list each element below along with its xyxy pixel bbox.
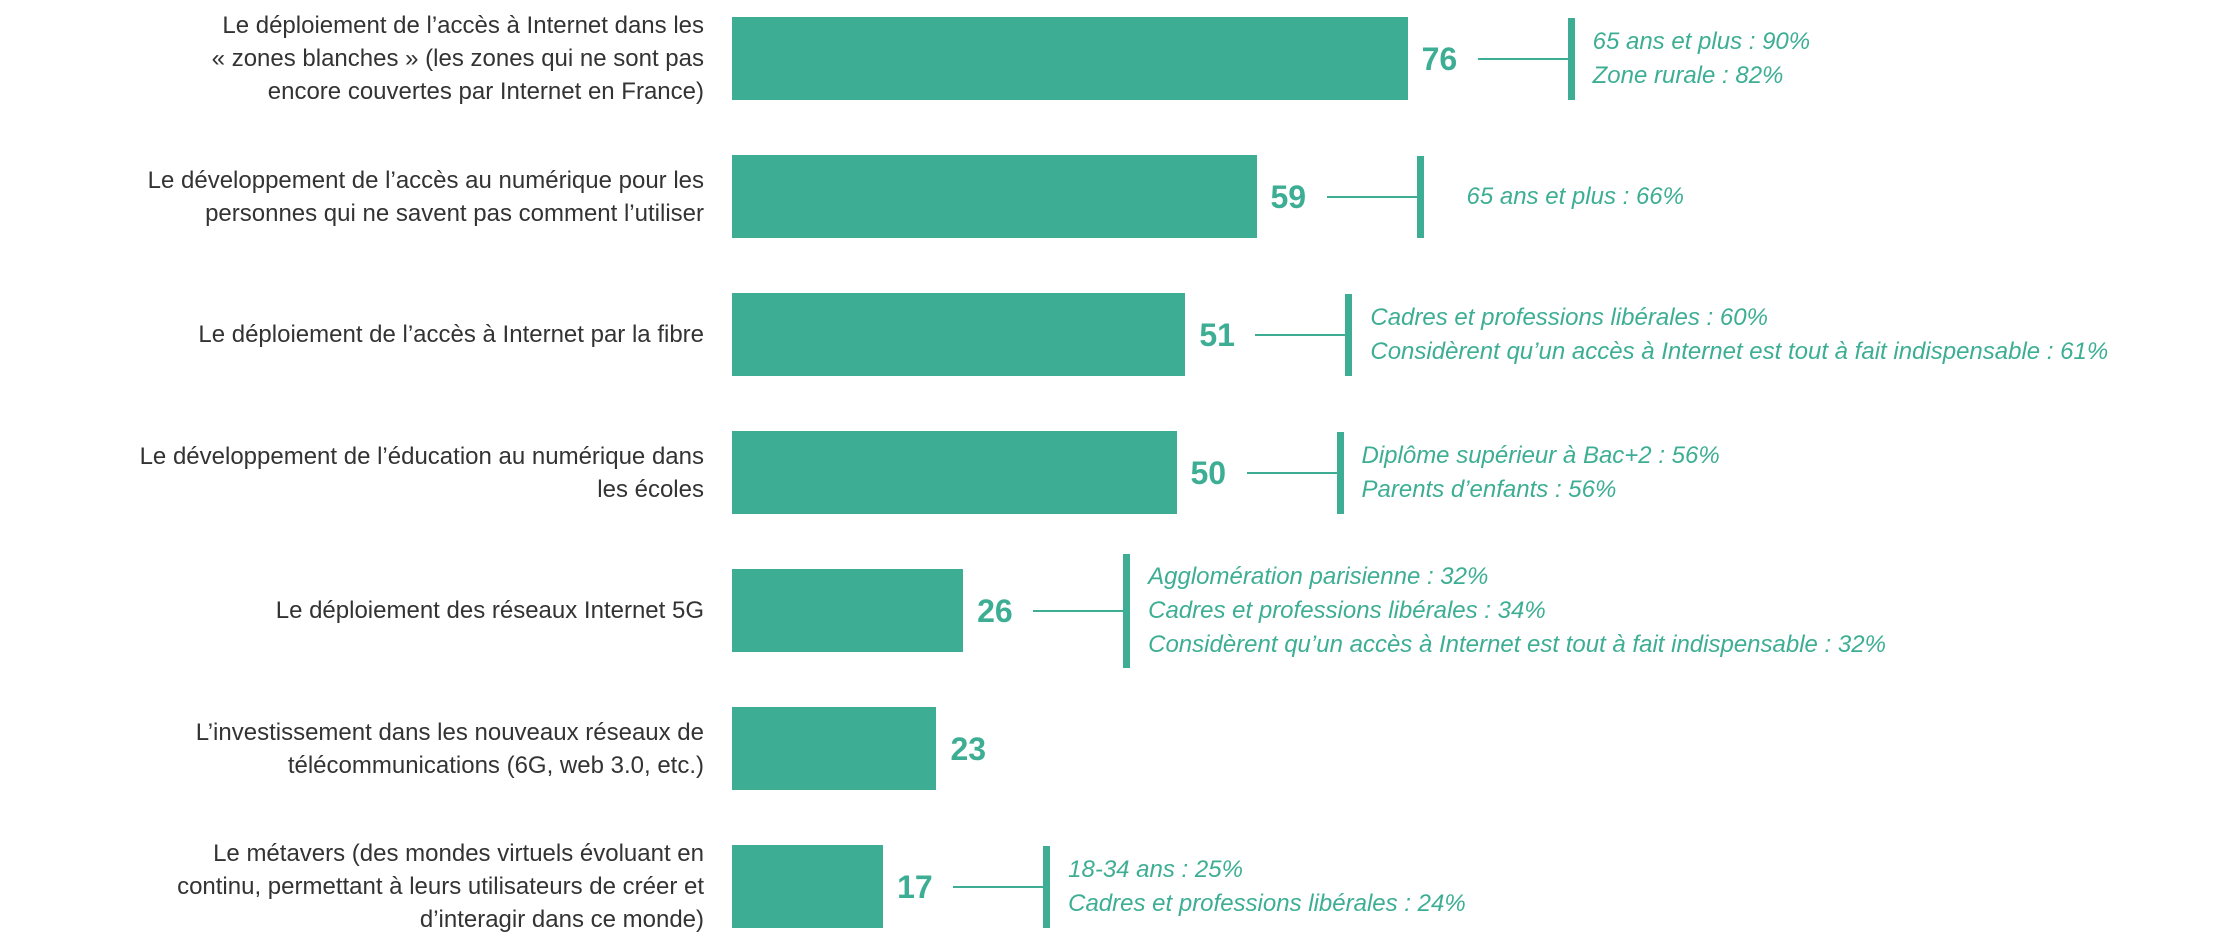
bracket-line xyxy=(1043,845,1051,928)
value-label: 26 xyxy=(977,592,1013,629)
value-label: 59 xyxy=(1270,178,1307,215)
annotation: Zone rurale : 82% xyxy=(1592,61,1784,89)
bar xyxy=(732,707,937,790)
annotation: Considèrent qu’un accès à Internet est t… xyxy=(1370,337,2109,365)
bracket-line xyxy=(1345,293,1353,376)
annotation: Cadres et professions libérales : 60% xyxy=(1370,303,1768,331)
category-label: Le développement de l’accès au numérique… xyxy=(147,166,704,227)
value-label: 17 xyxy=(897,868,933,905)
bar xyxy=(732,845,884,928)
bar xyxy=(732,155,1257,238)
bracket-line xyxy=(1416,155,1424,238)
category-label: L’investissement dans les nouveaux résea… xyxy=(195,718,704,779)
category-label: Le métavers (des mondes virtuels évoluan… xyxy=(177,840,704,933)
value-label: 23 xyxy=(950,730,987,767)
bracket-line xyxy=(1336,431,1344,514)
connector-line xyxy=(1246,471,1337,474)
annotation: Considèrent qu’un accès à Internet est t… xyxy=(1148,630,1886,658)
annotation: 65 ans et plus : 90% xyxy=(1592,27,1811,55)
annotation: Parents d’enfants : 56% xyxy=(1361,475,1617,503)
value-label: 76 xyxy=(1421,40,1458,77)
connector-line xyxy=(1477,57,1568,60)
category-label: Le développement de l’éducation au numér… xyxy=(139,442,704,503)
bracket-line xyxy=(1567,17,1575,100)
annotation: 18-34 ans : 25% xyxy=(1068,855,1243,883)
value-label: 51 xyxy=(1199,316,1235,353)
annotation: 65 ans et plus : 66% xyxy=(1466,182,1684,210)
connector-line xyxy=(1255,333,1346,336)
connector-line xyxy=(953,885,1044,888)
connector-line xyxy=(1326,195,1417,198)
bar xyxy=(732,431,1177,514)
category-label: Le déploiement des réseaux Internet 5G xyxy=(275,597,704,624)
bar xyxy=(732,17,1408,100)
annotation: Agglomération parisienne : 32% xyxy=(1148,562,1489,590)
bracket-line xyxy=(1123,553,1131,668)
value-label: 50 xyxy=(1190,454,1227,491)
annotation: Diplôme supérieur à Bac+2 : 56% xyxy=(1361,441,1720,469)
connector-line xyxy=(1033,609,1124,612)
bar xyxy=(732,293,1186,376)
bar xyxy=(732,569,964,652)
category-label: Le déploiement de l’accès à Internet dan… xyxy=(211,12,704,105)
annotation: Cadres et professions libérales : 34% xyxy=(1148,596,1546,624)
category-label: Le déploiement de l’accès à Internet par… xyxy=(198,321,704,348)
annotation: Cadres et professions libérales : 24% xyxy=(1068,889,1466,917)
